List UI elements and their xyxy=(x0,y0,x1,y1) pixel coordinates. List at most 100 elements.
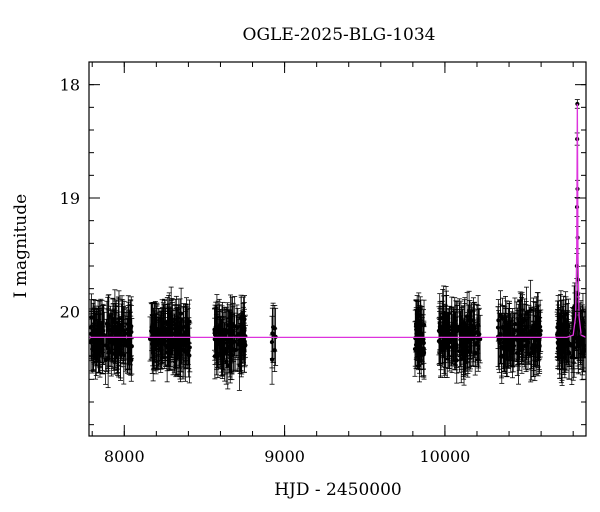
data-point xyxy=(465,339,470,344)
data-point xyxy=(96,323,101,329)
data-point xyxy=(242,317,247,322)
data-point xyxy=(217,340,222,346)
data-point xyxy=(500,325,505,331)
data-point xyxy=(512,321,517,326)
data-point xyxy=(178,339,183,345)
data-point xyxy=(581,327,586,332)
data-point xyxy=(560,329,566,334)
data-point xyxy=(477,332,482,337)
y-tick-label: 20 xyxy=(60,302,80,321)
data-point xyxy=(414,327,419,332)
data-point xyxy=(96,344,101,349)
data-point xyxy=(242,347,247,353)
data-point xyxy=(89,340,94,345)
data-point xyxy=(437,321,442,326)
x-axis-label: HJD - 2450000 xyxy=(274,480,402,500)
data-point xyxy=(100,347,105,352)
data-point xyxy=(438,348,443,353)
data-point xyxy=(496,318,501,323)
data-point xyxy=(99,339,104,345)
data-point xyxy=(510,351,515,356)
data-point xyxy=(528,351,533,356)
data-point xyxy=(449,327,454,332)
data-point xyxy=(231,347,236,352)
data-point xyxy=(172,345,177,350)
data-point xyxy=(156,341,161,346)
data-point xyxy=(558,320,563,325)
y-tick-label: 19 xyxy=(60,189,80,208)
data-point xyxy=(224,359,229,364)
data-point xyxy=(498,313,503,318)
data-point xyxy=(126,321,131,327)
data-point xyxy=(580,351,585,356)
data-point xyxy=(501,346,506,352)
data-point xyxy=(534,327,539,332)
data-point xyxy=(569,355,574,360)
data-point xyxy=(416,339,421,344)
data-point xyxy=(91,323,97,328)
data-point xyxy=(184,324,189,329)
data-point xyxy=(218,329,223,335)
data-point xyxy=(107,340,112,345)
data-point xyxy=(443,344,448,350)
plot-frame xyxy=(88,61,587,437)
data-point xyxy=(236,338,242,343)
data-point xyxy=(272,326,277,331)
data-point xyxy=(168,329,174,334)
data-point xyxy=(104,343,109,348)
chart-title: OGLE-2025-BLG-1034 xyxy=(243,25,436,45)
data-point xyxy=(575,322,581,327)
data-point xyxy=(270,331,276,337)
data-point xyxy=(440,339,445,344)
y-axis-label: I magnitude xyxy=(11,194,31,298)
data-point xyxy=(186,348,191,353)
data-point xyxy=(110,340,115,345)
data-point xyxy=(187,319,192,324)
data-point xyxy=(460,326,466,331)
x-tick-label: 10000 xyxy=(419,447,470,466)
data-point xyxy=(174,353,179,358)
data-point xyxy=(165,322,170,328)
data-point xyxy=(516,339,521,345)
data-point xyxy=(234,325,240,330)
data-point xyxy=(458,337,463,342)
data-point xyxy=(160,326,165,331)
data-point xyxy=(224,328,229,334)
data-point xyxy=(517,343,522,348)
data-point xyxy=(531,343,536,348)
data-point xyxy=(113,337,118,343)
data-point xyxy=(568,341,573,347)
data-point xyxy=(536,315,541,320)
data-point xyxy=(152,337,157,342)
data-point xyxy=(119,322,125,327)
data-point xyxy=(472,324,477,330)
x-tick-label: 8000 xyxy=(104,447,145,466)
data-point xyxy=(103,358,108,363)
data-point xyxy=(556,331,562,336)
data-point xyxy=(165,350,170,355)
data-point xyxy=(239,324,244,329)
x-tick-label: 9000 xyxy=(264,447,305,466)
data-point xyxy=(523,337,528,343)
data-point xyxy=(454,328,460,333)
data-point xyxy=(461,353,467,358)
data-point xyxy=(220,345,225,350)
data-point xyxy=(89,315,94,320)
model-curve xyxy=(89,103,586,339)
data-point xyxy=(225,323,230,328)
data-point xyxy=(468,332,473,337)
data-point xyxy=(213,324,218,330)
data-point xyxy=(453,342,458,347)
data-point xyxy=(459,356,464,362)
data-point xyxy=(158,337,163,342)
data-point xyxy=(229,343,234,348)
data-layer xyxy=(89,99,586,391)
data-point xyxy=(466,325,471,330)
data-point xyxy=(440,333,446,338)
data-point xyxy=(530,348,536,353)
data-point xyxy=(560,324,565,329)
data-point xyxy=(91,345,96,350)
data-point xyxy=(116,321,121,326)
y-tick-label: 18 xyxy=(60,76,80,95)
